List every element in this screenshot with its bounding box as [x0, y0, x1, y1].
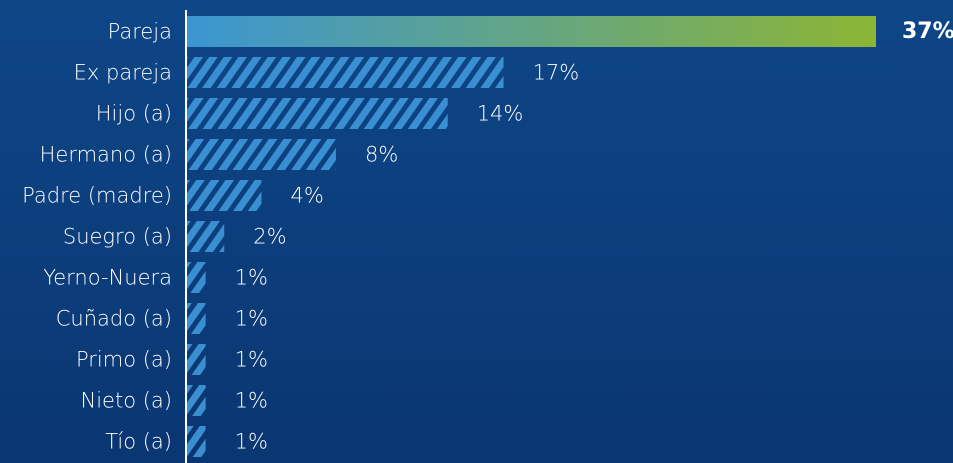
category-label: Hijo (a) — [96, 102, 172, 126]
bar-3 — [187, 139, 336, 170]
value-label: 1% — [235, 348, 268, 372]
value-label: 2% — [253, 225, 286, 249]
value-label: 1% — [235, 430, 268, 454]
bar-0 — [187, 16, 876, 47]
category-label: Ex pareja — [74, 61, 172, 85]
category-label: Nieto (a) — [81, 389, 172, 413]
category-labels: Pareja Ex pareja Hijo (a) Hermano (a) Padre … — [22, 20, 172, 454]
bar-6 — [187, 262, 206, 293]
value-label: 37% — [902, 19, 953, 44]
bar-5 — [187, 221, 225, 252]
bar-10 — [187, 426, 206, 457]
bars-group — [187, 16, 876, 457]
category-label: Hermano (a) — [40, 143, 172, 167]
category-label: Yerno-Nuera — [43, 266, 172, 290]
bar-1 — [187, 57, 504, 88]
bar-9 — [187, 385, 206, 416]
category-label: Tío (a) — [105, 430, 172, 454]
value-label: 1% — [235, 307, 268, 331]
category-label: Padre (madre) — [22, 184, 172, 208]
value-label: 1% — [235, 389, 268, 413]
value-label: 17% — [533, 61, 580, 85]
value-labels: 37% 17% 14% 8% 4%2% 1% 1% 1% 1% 1% — [235, 19, 953, 454]
bar-7 — [187, 303, 206, 334]
bar-2 — [187, 98, 448, 129]
value-label: 1% — [235, 266, 268, 290]
bar-8 — [187, 344, 206, 375]
category-label: Primo (a) — [76, 348, 172, 372]
value-label: 4% — [290, 184, 323, 208]
category-label: Pareja — [108, 20, 172, 44]
value-label: 14% — [477, 102, 524, 126]
category-label: Suegro (a) — [63, 225, 172, 249]
bar-4 — [187, 180, 262, 211]
value-label: 8% — [365, 143, 398, 167]
category-label: Cuñado (a) — [56, 307, 172, 331]
